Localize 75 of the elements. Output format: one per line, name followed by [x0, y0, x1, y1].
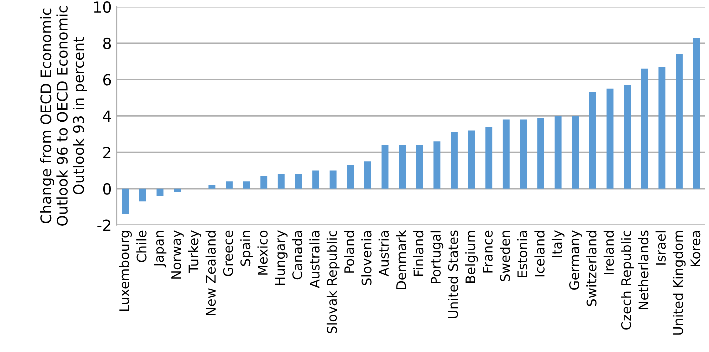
- bar: [606, 88, 614, 189]
- x-tick-label: Denmark: [396, 230, 406, 290]
- x-tick-label: Sweden: [500, 231, 510, 282]
- bar: [382, 145, 389, 189]
- x-tick-label: Slovenia: [362, 231, 372, 286]
- y-axis-title: Change from OECD Economic Outlook 96 to OECD Economic Outlook 93 in percent: [40, 6, 88, 226]
- bar: [502, 120, 510, 189]
- x-tick-label: Switzerland: [586, 231, 597, 306]
- y-tick-label: 8: [103, 38, 112, 50]
- y-tick-label: -2: [98, 220, 111, 232]
- bar: [554, 116, 562, 189]
- x-tick-label: Belgium: [465, 231, 478, 283]
- x-tick-label: Korea: [690, 231, 701, 266]
- bar: [174, 188, 182, 193]
- x-tick-label: New Zealand: [206, 231, 216, 316]
- x-tick-label: Mexico: [258, 230, 268, 275]
- x-tick-label: Chile: [136, 230, 147, 262]
- x-tick-label: Iceland: [534, 231, 545, 277]
- bar: [364, 162, 372, 189]
- x-tick-label: Turkey: [188, 230, 202, 274]
- bar: [399, 145, 406, 189]
- bar: [122, 188, 130, 214]
- x-tick-label: Luxembourg: [119, 231, 132, 312]
- x-tick-label: Australia: [310, 231, 320, 288]
- bar: [658, 67, 666, 189]
- y-tick-label: 0: [103, 183, 112, 195]
- bar: [520, 120, 528, 189]
- bar: [486, 127, 493, 189]
- y-tick-label: 4: [103, 110, 112, 122]
- bar: [589, 92, 596, 189]
- bar: [312, 170, 320, 189]
- bar: [278, 174, 285, 189]
- bar: [676, 54, 683, 189]
- bar: [260, 176, 268, 189]
- bar: [226, 182, 233, 189]
- bar: [451, 132, 458, 189]
- x-tick-label: Hungary: [275, 230, 288, 286]
- bar: [295, 174, 302, 189]
- bar: [243, 182, 250, 189]
- bar: [208, 185, 216, 189]
- bar: [641, 68, 648, 189]
- x-tick-label: Norway: [172, 230, 184, 279]
- x-tick-label: Netherlands: [638, 230, 649, 310]
- y-tick-label: 2: [104, 147, 111, 158]
- x-tick-label: Japan: [154, 231, 167, 268]
- bar: [156, 188, 164, 196]
- bar: [139, 188, 146, 202]
- x-tick-label: Austria: [378, 231, 390, 277]
- bar: [572, 116, 580, 189]
- bar: [434, 142, 441, 189]
- bar: [330, 170, 337, 189]
- x-tick-label: Poland: [344, 231, 354, 273]
- x-tick-label: Italy: [552, 230, 565, 258]
- x-tick-label: Finland: [413, 231, 424, 276]
- x-tick-label: Greece: [223, 230, 234, 276]
- bar: [468, 130, 476, 189]
- bar: [416, 145, 424, 189]
- x-tick-label: Czech Republic: [621, 230, 634, 330]
- bar: [347, 165, 354, 189]
- bar: [624, 85, 632, 189]
- y-tick-label: 6: [103, 74, 112, 86]
- x-tick-label: Canada: [292, 231, 303, 280]
- x-tick-label: Germany: [569, 230, 582, 290]
- x-tick-label: France: [483, 230, 493, 273]
- bar: [538, 118, 544, 189]
- x-tick-label: Slovak Republic: [326, 230, 340, 334]
- y-tick-label: 10: [94, 2, 112, 14]
- x-tick-label: Ireland: [604, 231, 614, 274]
- x-tick-label: United Kingdom: [673, 231, 686, 335]
- bar: [693, 38, 700, 189]
- x-tick-label: Portugal: [430, 231, 444, 284]
- x-tick-label: Israel: [656, 231, 666, 265]
- x-tick-label: Estonia: [517, 231, 528, 278]
- x-tick-label: Spain: [240, 231, 254, 266]
- x-tick-label: United States: [448, 230, 458, 318]
